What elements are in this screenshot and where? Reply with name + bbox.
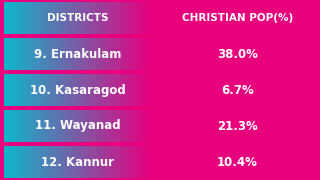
Text: 10.4%: 10.4% (217, 156, 258, 168)
Bar (159, 74, 316, 106)
Text: 9. Ernakulam: 9. Ernakulam (34, 48, 121, 60)
Text: 12. Kannur: 12. Kannur (41, 156, 114, 168)
Text: 10. Kasaragod: 10. Kasaragod (30, 84, 125, 96)
Bar (159, 2, 316, 34)
Text: DISTRICTS: DISTRICTS (47, 13, 108, 23)
Text: 38.0%: 38.0% (217, 48, 258, 60)
Text: 11. Wayanad: 11. Wayanad (35, 120, 120, 132)
Text: 6.7%: 6.7% (221, 84, 254, 96)
Text: CHRISTIAN POP(%): CHRISTIAN POP(%) (182, 13, 293, 23)
Bar (159, 110, 316, 142)
Bar (159, 38, 316, 70)
Bar (159, 146, 316, 178)
Text: 21.3%: 21.3% (217, 120, 258, 132)
